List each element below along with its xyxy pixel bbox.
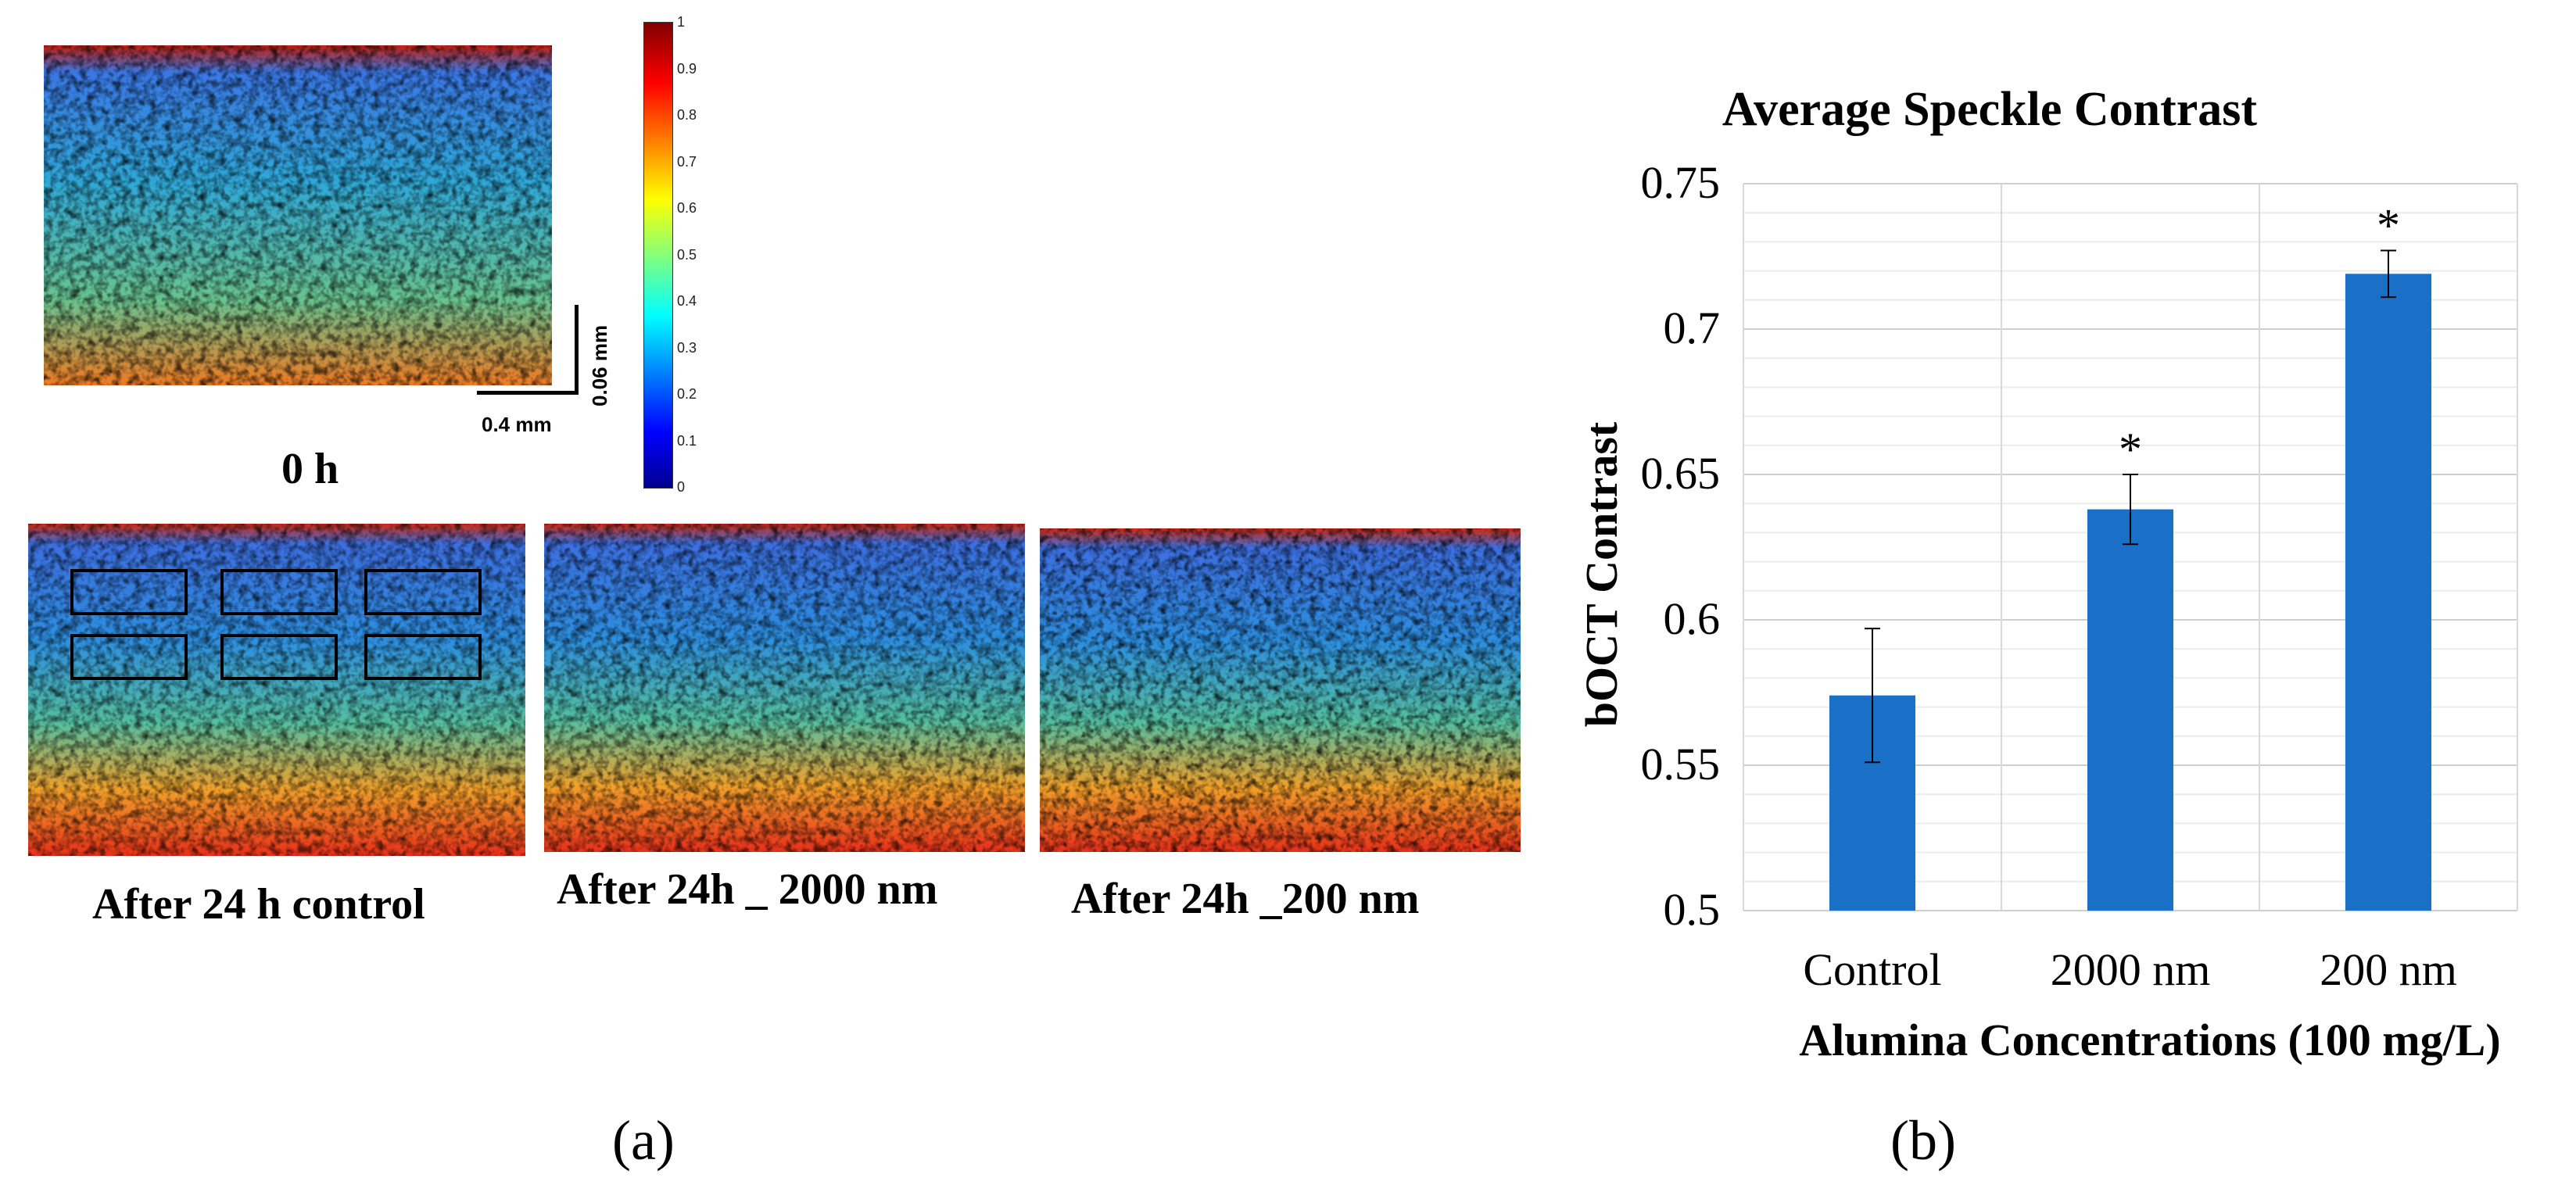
y-tick-label: 0.55 [1641, 739, 1721, 789]
roi-box [364, 634, 482, 680]
colorbar-tick-label: 0.7 [677, 153, 697, 170]
panel-b-label: (b) [1890, 1109, 1956, 1172]
colorbar-tick-label: 0.4 [677, 293, 697, 309]
x-tick-label: 2000 nm [2051, 944, 2211, 995]
scale-bar-horizontal-label: 0.4 mm [482, 413, 552, 436]
bar-chart: ** 0.750.70.650.60.550.5 Control 2000 nm 2… [1576, 83, 2518, 1065]
roi-box [70, 569, 188, 615]
roi-boxes [70, 569, 482, 680]
colorbar-tick-label: 0.1 [677, 432, 697, 449]
speckle-image-200nm [1040, 528, 1521, 852]
chart-error-bars: ** [1865, 200, 2400, 764]
colorbar-tick-label: 0 [677, 479, 686, 495]
scale-bar-vertical-label: 0.06 mm [588, 324, 611, 406]
image-caption-0h: 0 h [281, 445, 339, 493]
x-tick-label: 200 nm [2320, 944, 2457, 995]
y-tick-label: 0.7 [1664, 302, 1721, 353]
bar [2087, 509, 2173, 911]
colorbar-tick-label: 0.5 [677, 246, 697, 263]
speckle-image-2000nm [544, 524, 1025, 852]
image-caption-200nm: After 24h _200 nm [1071, 875, 1420, 923]
y-tick-label: 0.6 [1664, 593, 1721, 644]
x-axis-label: Alumina Concentrations (100 mg/L) [1799, 1015, 2500, 1065]
colorbar [643, 22, 673, 489]
panel-a-label: (a) [612, 1109, 675, 1172]
colorbar-tick-label: 0.6 [677, 200, 697, 216]
roi-box [220, 569, 338, 615]
chart-title: Average Speckle Contrast [1722, 83, 2258, 136]
y-tick-labels: 0.75 0.7 0.65 0.6 0.55 0.5 [1641, 157, 1721, 935]
y-axis-label: bOCT Contrast [1576, 421, 1627, 727]
significance-marker: * [2119, 424, 2142, 475]
y-tick-label: 0.65 [1641, 448, 1721, 499]
roi-box [364, 569, 482, 615]
colorbar-tick-label: 0.3 [677, 339, 697, 356]
bar [2345, 274, 2431, 911]
scale-bar-horizontal [477, 391, 579, 395]
image-caption-control: After 24 h control [92, 880, 425, 929]
speckle-image-0h [44, 45, 552, 385]
roi-box [70, 634, 188, 680]
roi-box [220, 634, 338, 680]
scale-bar-vertical [575, 305, 579, 395]
x-tick-label: Control [1803, 944, 1941, 995]
colorbar-tick-label: 0.9 [677, 60, 697, 77]
colorbar-tick-label: 1 [677, 14, 686, 30]
image-caption-2000nm: After 24h _ 2000 nm [557, 865, 938, 914]
significance-marker: * [2377, 200, 2400, 252]
y-tick-label: 0.5 [1664, 884, 1721, 935]
colorbar-tick-label: 0.8 [677, 107, 697, 123]
colorbar-tick-label: 0.2 [677, 386, 697, 402]
x-tick-labels: Control 2000 nm 200 nm [1803, 944, 2456, 995]
speckle-image-control [28, 524, 525, 856]
y-tick-label: 0.75 [1641, 157, 1721, 208]
chart-bars [1829, 274, 2431, 911]
